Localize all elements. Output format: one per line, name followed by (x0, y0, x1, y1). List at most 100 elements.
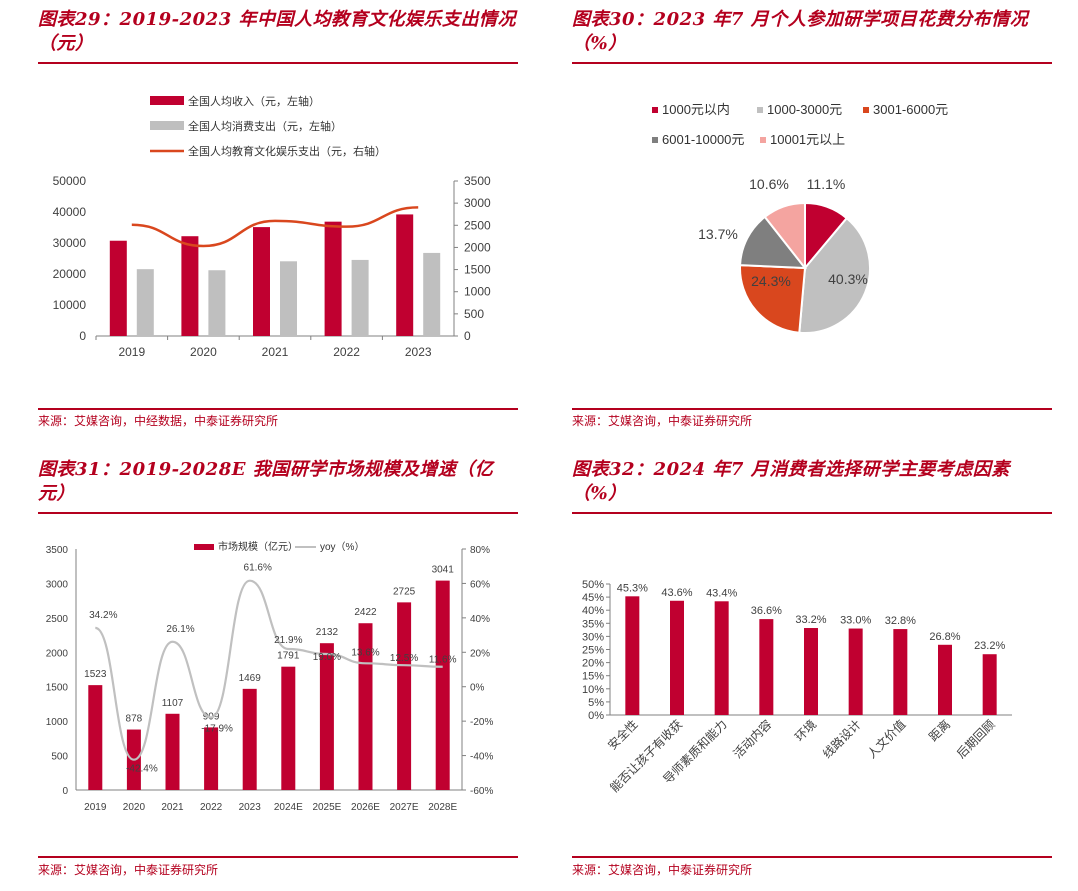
bar-income (324, 221, 342, 336)
line-label: 19.0% (313, 652, 341, 663)
bar-consumption (208, 270, 226, 336)
x-tick: 2025E (312, 802, 341, 813)
legend-label: 6001-10000元 (662, 132, 744, 147)
bar-factor (938, 644, 952, 715)
x-tick: 活动内容 (730, 717, 775, 762)
y-left-tick: 1500 (46, 683, 69, 694)
legend-swatch (760, 137, 766, 143)
factors-chart: 0%5%10%15%20%25% 30%35%40%45%50% 45.3% 安全性 4… (582, 579, 1012, 795)
y-tick: 20% (582, 658, 604, 670)
y-left-tick: 1000 (46, 717, 69, 728)
bar-label: 43.6% (661, 587, 692, 599)
legend-swatch (652, 137, 658, 143)
y-tick: 35% (582, 618, 604, 630)
chart-title: 图表32：2024 年7 月消费者选择研学主要考虑因素（%） (572, 459, 1010, 504)
y-tick: 50% (582, 579, 604, 591)
y-left-tick: 50000 (53, 174, 87, 188)
line-label: 11.6% (429, 655, 457, 666)
chart-title: 图表31：2019-2028E 我国研学市场规模及增速（亿元） (38, 459, 494, 504)
y-tick: 10% (582, 684, 604, 696)
legend-label: 10001元以上 (770, 132, 845, 147)
divider (572, 408, 1052, 410)
bar-consumption (423, 252, 441, 336)
bar-income (396, 214, 414, 336)
y-left-tick: 30000 (53, 236, 87, 250)
legend-label: 1000元以内 (662, 102, 730, 117)
bar-label: 43.4% (706, 587, 737, 599)
x-tick: 距离 (926, 717, 954, 745)
y-left-tick: 500 (51, 752, 68, 763)
bar-factor (714, 601, 729, 715)
bar-factor (893, 629, 908, 715)
x-tick: 2022 (333, 345, 360, 359)
panel-31: 图表31：2019-2028E 我国研学市场规模及增速（亿元） 市场规模（亿元）… (38, 458, 518, 888)
bar-label: 45.3% (617, 582, 648, 594)
slice-label: 24.3% (751, 273, 791, 289)
bar-factor (982, 654, 997, 715)
pie-slice (798, 216, 871, 334)
panel-29: 图表29：2019-2023 年中国人均教育文化娱乐支出情况（元） 全国人均收入… (38, 8, 518, 428)
market-size-chart: 市场规模（亿元） yoy（%） 0 500 1000 1500 2000 2500 3000 35… (46, 540, 494, 813)
line-label: -42.4% (126, 764, 158, 775)
bar-factor (670, 600, 684, 715)
x-tick: 2021 (262, 345, 289, 359)
y-right-tick: 2500 (464, 218, 491, 232)
x-tick: 人文价值 (864, 717, 909, 762)
divider (38, 62, 518, 64)
x-tick: 2021 (161, 802, 184, 813)
bar-market-size (281, 666, 296, 790)
bar-market-size (242, 688, 257, 790)
income-chart: 全国人均收入（元，左轴） 全国人均消费支出（元，左轴） 全国人均教育文化娱乐支出（元… (53, 94, 491, 359)
x-tick: 2028E (428, 802, 457, 813)
x-tick: 2020 (123, 802, 146, 813)
chart-title: 图表30：2023 年7 月个人参加研学项目花费分布情况（%） (572, 9, 1029, 54)
y-right-tick: 40% (470, 614, 490, 625)
divider (38, 856, 518, 858)
bar-market-size (88, 685, 103, 790)
bar-label: 2422 (354, 607, 377, 618)
x-tick: 2027E (390, 802, 419, 813)
divider (38, 408, 518, 410)
line-yoy (94, 579, 443, 761)
slice-label: 40.3% (828, 271, 868, 287)
legend-swatch (150, 96, 184, 105)
slice-label: 13.7% (698, 226, 738, 242)
legend-label: 市场规模（亿元） (218, 540, 298, 553)
y-right-tick: 20% (470, 648, 490, 659)
legend-label: 3001-6000元 (873, 102, 948, 117)
bar-label: 32.8% (885, 615, 916, 627)
bar-label: 878 (126, 714, 143, 725)
legend-swatch (757, 107, 763, 113)
bar-factor (625, 596, 640, 715)
y-left-tick: 40000 (53, 205, 87, 219)
chart-title: 图表29：2019-2023 年中国人均教育文化娱乐支出情况（元） (38, 9, 516, 54)
bar-consumption (136, 269, 154, 336)
bar-label: 33.0% (840, 615, 871, 627)
x-tick: 环境 (792, 717, 820, 745)
line-label: 13.6% (351, 647, 379, 658)
bar-market-size (435, 580, 450, 790)
y-left-tick: 3500 (46, 545, 69, 556)
x-tick: 2020 (190, 345, 217, 359)
y-left-tick: 3000 (46, 579, 69, 590)
x-tick: 安全性 (604, 717, 640, 753)
y-right-tick: 0 (464, 329, 471, 343)
bar-income (181, 236, 199, 336)
bar-label: 2725 (393, 586, 416, 597)
bar-label: 36.6% (751, 605, 782, 617)
legend-label: 全国人均收入（元，左轴） (188, 94, 320, 108)
bar-income (253, 227, 270, 336)
bar-label: 23.2% (974, 640, 1005, 652)
panel-30: 图表30：2023 年7 月个人参加研学项目花费分布情况（%） 1000元以内 1… (572, 8, 1052, 428)
y-right-tick: 0% (470, 683, 485, 694)
divider (38, 512, 518, 514)
y-tick: 45% (582, 592, 604, 604)
y-left-tick: 2000 (46, 648, 69, 659)
legend-swatch (652, 107, 658, 113)
x-tick: 2024E (274, 802, 303, 813)
y-right-tick: -40% (470, 752, 493, 763)
legend-swatch (194, 544, 214, 550)
y-left-tick: 2500 (46, 614, 69, 625)
bar-market-size (204, 727, 219, 790)
y-right-tick: 60% (470, 579, 490, 590)
